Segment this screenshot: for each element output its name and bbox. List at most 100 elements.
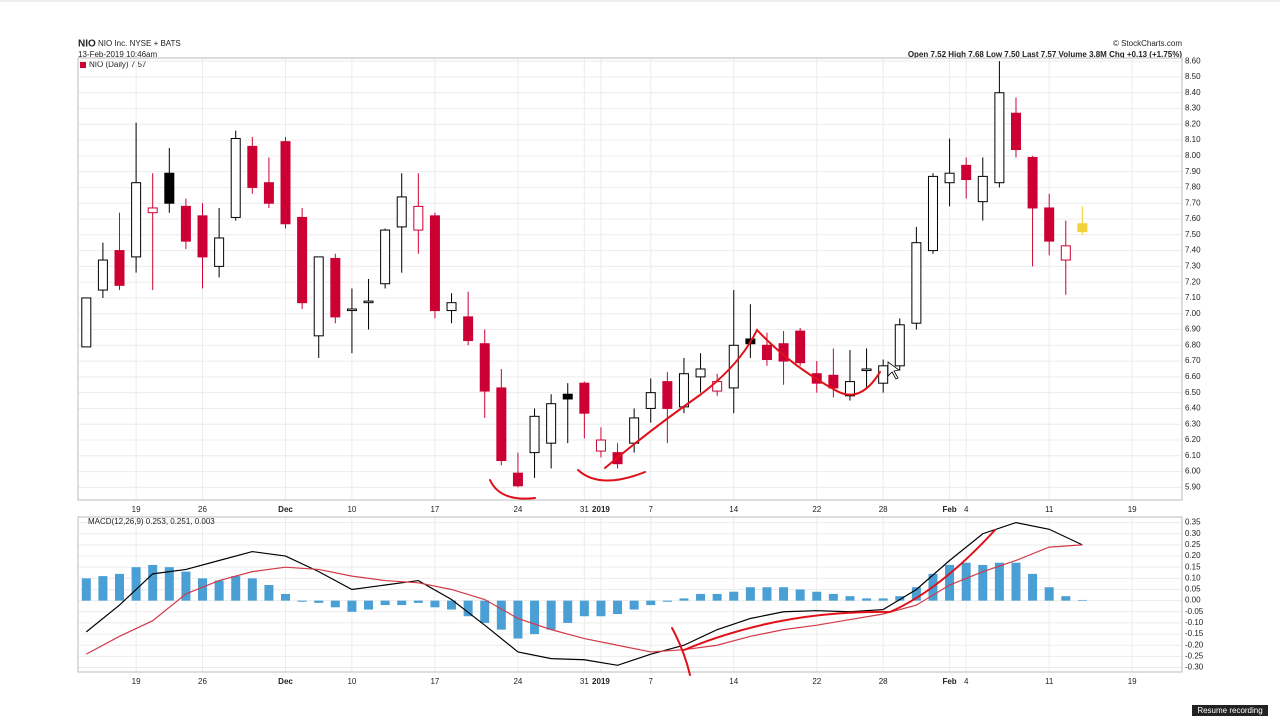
candle-body: [380, 229, 391, 285]
candle-body: [861, 368, 872, 372]
x-tick-label: 11: [1045, 505, 1054, 514]
histogram-bar: [546, 600, 556, 630]
x-tick-label: 4: [964, 505, 969, 514]
histogram-bar: [862, 598, 872, 601]
badge-label[interactable]: Resume recording: [1197, 706, 1262, 715]
candle-body: [280, 141, 291, 225]
series-label: NIO (Daily) 7.57: [89, 60, 147, 69]
candle-body: [645, 392, 656, 409]
candle-body: [562, 393, 573, 400]
candle-body: [894, 324, 905, 367]
candle-body: [1044, 207, 1055, 242]
y-tick-label: 6.10: [1185, 451, 1201, 460]
candle-body: [761, 344, 772, 361]
y-tick-label: 8.00: [1185, 151, 1201, 160]
timestamp: 13-Feb-2019 10:46am: [78, 50, 158, 59]
y-tick-label: 8.60: [1185, 56, 1201, 65]
histogram-bar: [961, 562, 971, 601]
y-tick-label: 8.40: [1185, 88, 1201, 97]
y-tick-label: 6.80: [1185, 340, 1201, 349]
y-tick-label: 7.50: [1185, 230, 1201, 239]
candle-body: [247, 145, 258, 188]
candle-body: [911, 242, 922, 324]
source: © StockCharts.com: [1113, 39, 1182, 48]
histogram-bar: [696, 593, 706, 601]
histogram-bar: [463, 600, 473, 617]
candle-body: [977, 175, 988, 203]
histogram-bar: [812, 591, 822, 601]
x-tick-label: 2019: [592, 505, 610, 514]
histogram-bar: [878, 598, 888, 601]
x-tick-label: 28: [879, 505, 888, 514]
candle-body: [678, 373, 689, 408]
x-tick-label: 7: [649, 677, 654, 686]
candle-body: [413, 205, 424, 231]
x-tick-label: 26: [198, 505, 207, 514]
x-tick-label: 17: [430, 505, 439, 514]
x-tick-label: 24: [513, 505, 522, 514]
y-tick-label: 6.60: [1185, 372, 1201, 381]
candle-body: [1077, 223, 1088, 233]
candle-body: [214, 237, 225, 267]
histogram-bar: [131, 567, 141, 601]
histogram-bar: [1011, 562, 1021, 601]
y-tick-label: 7.40: [1185, 246, 1201, 255]
y-tick-label: 0.00: [1185, 596, 1201, 605]
y-tick-label: 0.35: [1185, 518, 1201, 527]
y-tick-label: 8.50: [1185, 72, 1201, 81]
y-tick-label: 6.40: [1185, 404, 1201, 413]
candle-body: [263, 182, 274, 204]
x-tick-label: 22: [812, 505, 821, 514]
candle-body: [463, 316, 474, 342]
y-tick-label: 6.50: [1185, 388, 1201, 397]
histogram-bar: [81, 578, 91, 601]
y-tick-label: 0.30: [1185, 529, 1201, 538]
candle-body: [878, 365, 889, 384]
histogram-bar: [214, 580, 224, 601]
histogram-bar: [430, 600, 440, 608]
x-tick-label: 2019: [592, 677, 610, 686]
candle-body: [297, 216, 308, 304]
histogram-bar: [579, 600, 589, 617]
histogram-bar: [613, 600, 623, 615]
candle-body: [330, 257, 341, 318]
company-name: NIO Inc. NYSE + BATS: [98, 39, 181, 48]
y-tick-label: 0.25: [1185, 540, 1201, 549]
candle-body: [114, 250, 125, 286]
indicator-line: [85, 521, 1083, 666]
candle-body: [944, 172, 955, 184]
ink-stroke: [671, 627, 691, 676]
x-tick-label: 31: [580, 677, 589, 686]
candle-body: [396, 196, 407, 228]
x-tick-label: 14: [729, 505, 738, 514]
candle-body: [695, 368, 706, 378]
candle-body: [197, 215, 208, 258]
badge[interactable]: [1192, 705, 1268, 716]
candle-body: [346, 308, 357, 312]
histogram-bar: [629, 600, 639, 610]
candle-body: [662, 381, 673, 409]
x-tick-label: 19: [132, 505, 141, 514]
candle-body: [164, 172, 175, 204]
x-tick-label: 17: [430, 677, 439, 686]
candle-body: [927, 175, 938, 252]
candle-body: [579, 382, 590, 414]
histogram-bar: [1061, 596, 1071, 601]
histogram-bar: [712, 593, 722, 601]
histogram-bar: [347, 600, 357, 612]
histogram-bar: [247, 578, 257, 601]
candle-body: [363, 300, 374, 304]
y-tick-label: 7.60: [1185, 214, 1201, 223]
quote: Open 7.52 High 7.68 Low 7.50 Last 7.57 V…: [908, 50, 1183, 59]
x-tick-label: Feb: [942, 677, 956, 686]
x-tick-label: 10: [347, 677, 356, 686]
x-tick-label: 26: [198, 677, 207, 686]
candle-body: [180, 205, 191, 242]
histogram-bar: [845, 596, 855, 601]
candle-body: [546, 403, 557, 444]
candle-body: [629, 417, 640, 444]
histogram-bar: [762, 587, 772, 601]
x-tick-label: 4: [964, 677, 969, 686]
y-tick-label: -0.20: [1185, 640, 1204, 649]
histogram-bar: [679, 598, 689, 601]
